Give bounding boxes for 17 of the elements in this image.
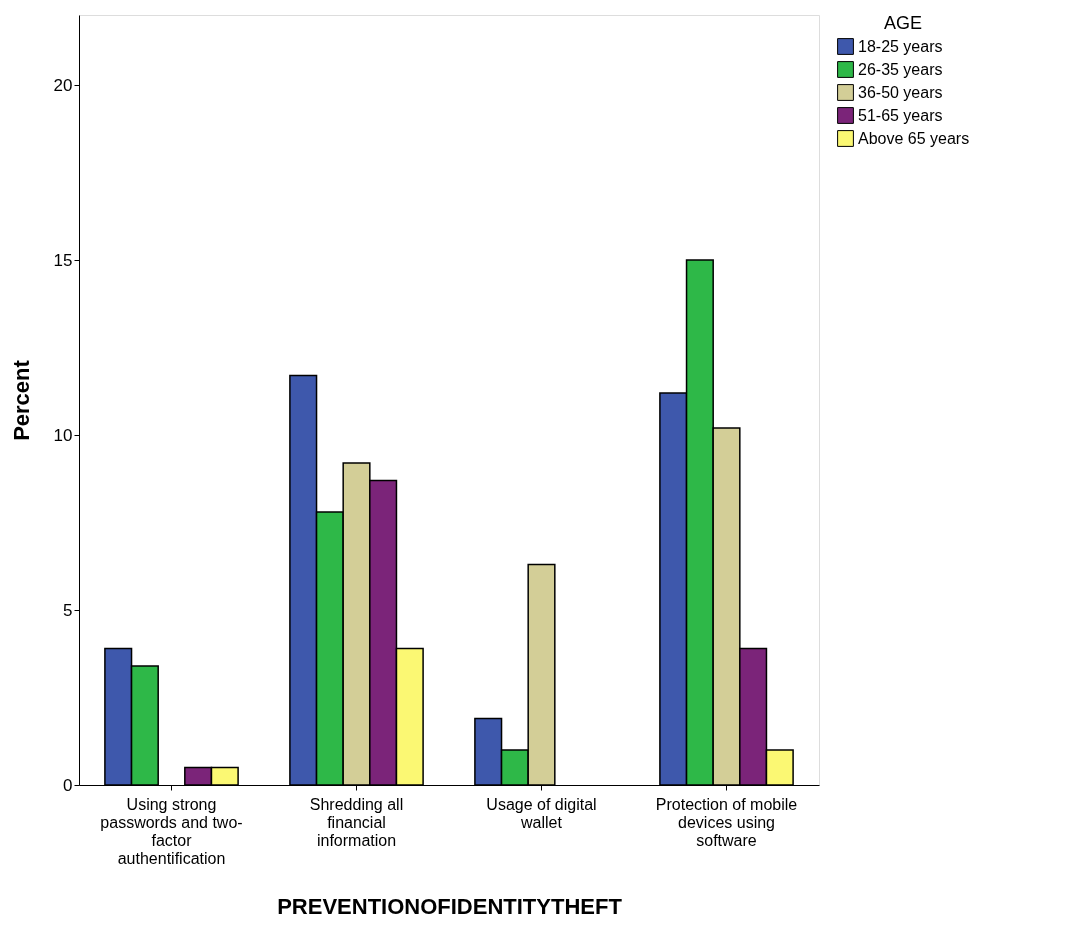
x-tick-label: Usage of digital wallet bbox=[486, 795, 597, 831]
legend-label: Above 65 years bbox=[858, 129, 970, 147]
legend-title: AGE bbox=[883, 13, 923, 33]
y-tick-label: 15 bbox=[53, 250, 73, 270]
legend-label: 51-65 years bbox=[858, 106, 943, 124]
y-tick-label: 10 bbox=[53, 425, 73, 445]
y-tick-label: 5 bbox=[63, 600, 73, 620]
y-axis-title: Percent bbox=[8, 359, 34, 441]
y-tick-label: 20 bbox=[53, 75, 73, 95]
x-axis-title: PREVENTIONOFIDENTITYTHEFT bbox=[277, 893, 623, 919]
x-tick-label: Protection of mobile devices using software bbox=[655, 795, 798, 849]
legend-label: 26-35 years bbox=[858, 60, 943, 78]
legend-label: 36-50 years bbox=[858, 83, 943, 101]
x-tick-label: Shredding all financial information bbox=[309, 795, 404, 849]
y-tick-label: 0 bbox=[63, 775, 73, 795]
legend-label: 18-25 years bbox=[858, 37, 943, 55]
x-tick-label: Using strong passwords and two-factor authentification bbox=[100, 795, 243, 867]
